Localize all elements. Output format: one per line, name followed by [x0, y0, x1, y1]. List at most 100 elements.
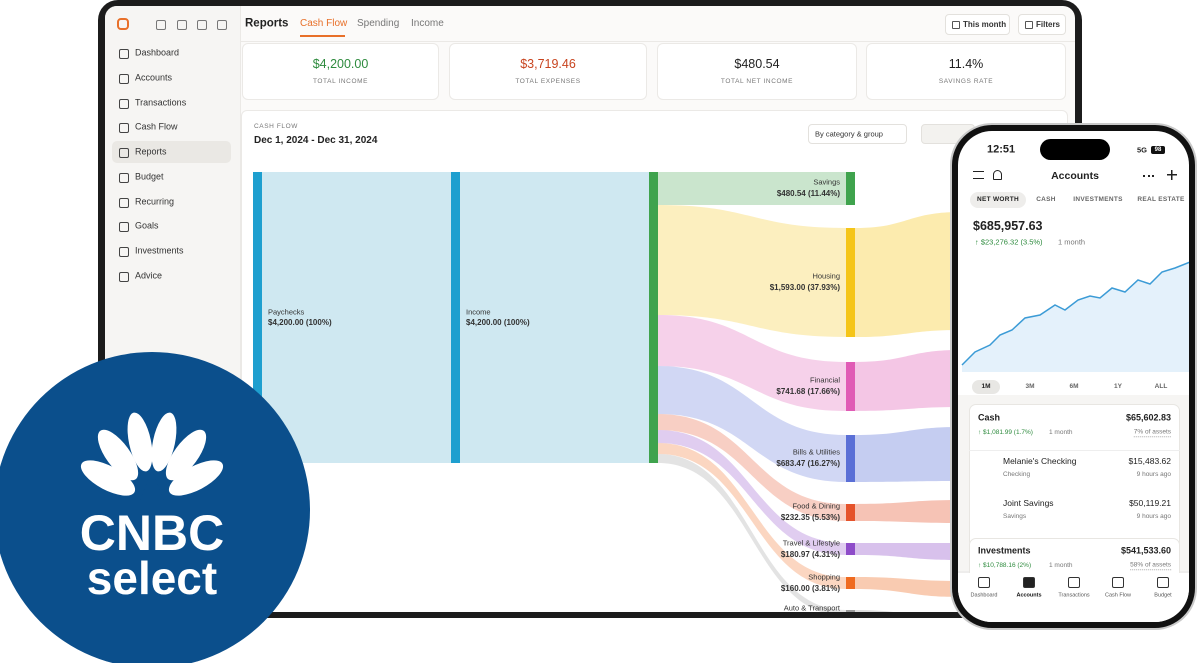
account-balance: $50,119.21 — [1129, 497, 1171, 508]
toolbar-icon[interactable] — [177, 20, 187, 30]
node — [846, 543, 855, 555]
dropdown[interactable] — [808, 124, 907, 144]
account-name[interactable]: Melanie's Checking — [1003, 455, 1077, 466]
dynamic-island — [1040, 139, 1110, 160]
tab-icon[interactable] — [1112, 577, 1124, 588]
dropdown-label[interactable]: By category & group — [815, 129, 883, 139]
phone-tab[interactable]: CASH — [1036, 195, 1056, 203]
button[interactable] — [945, 14, 1010, 35]
nav-item[interactable]: Cash Flow — [135, 121, 178, 132]
account-updated: 9 hours ago — [1136, 470, 1171, 478]
node-name: Auto & Transport — [783, 603, 840, 612]
node-name: Housing — [812, 271, 840, 281]
header-divider — [240, 41, 1075, 42]
tab-icon[interactable] — [1068, 577, 1080, 588]
group-change: ↑ $1,081.99 (1.7%) — [978, 428, 1033, 436]
net-worth-change: ↑ $23,276.32 (3.5%) — [975, 237, 1043, 247]
tab[interactable]: Income — [411, 18, 444, 29]
nav-icon — [119, 49, 129, 59]
node-name: Paychecks — [268, 307, 305, 317]
toolbar-icon[interactable] — [197, 20, 207, 30]
flow — [658, 414, 846, 521]
node-amount: $4,200.00 (100%) — [268, 318, 332, 327]
nav-icon — [119, 73, 129, 84]
tab-icon[interactable] — [1023, 577, 1035, 588]
flow — [658, 366, 846, 482]
tab-icon[interactable] — [978, 577, 990, 588]
nav-item[interactable]: Investments — [135, 245, 184, 256]
nav-icon — [119, 197, 129, 208]
more-icon[interactable] — [1143, 175, 1154, 179]
account-group-card — [969, 404, 1180, 548]
nav-item[interactable]: Advice — [135, 270, 163, 281]
add-icon[interactable] — [1167, 170, 1177, 180]
flow — [658, 315, 846, 411]
stat-label: TOTAL NET INCOME — [720, 77, 794, 85]
node-name: Savings — [813, 177, 840, 187]
tab-label[interactable]: Transactions — [1058, 592, 1090, 599]
node — [649, 172, 658, 463]
tab[interactable]: Cash Flow — [300, 18, 348, 29]
button-label[interactable]: Filters — [1036, 19, 1061, 29]
flow — [855, 212, 960, 337]
bell-icon[interactable] — [993, 170, 1002, 180]
flow — [658, 454, 846, 612]
range-button[interactable]: 3M — [1025, 382, 1035, 390]
button[interactable] — [1018, 14, 1066, 35]
node — [846, 610, 855, 612]
tab-icon[interactable] — [1157, 577, 1169, 588]
nav-item[interactable]: Dashboard — [135, 47, 180, 58]
nav-item[interactable]: Reports — [135, 146, 167, 157]
tab-bar — [958, 573, 1189, 622]
tab-underline — [300, 35, 345, 37]
laptop-screen: Reports Cash Flow Spending Income This month… — [105, 6, 1075, 612]
phone-tab[interactable]: NET WORTH — [976, 195, 1020, 203]
flow — [855, 350, 960, 411]
tab-label[interactable]: Accounts — [1016, 592, 1042, 599]
tab[interactable]: Spending — [357, 18, 400, 29]
account-balance: $15,483.62 — [1128, 455, 1171, 466]
node-name: Bills & Utilities — [792, 447, 840, 457]
stat-card — [449, 43, 647, 100]
phone-tab[interactable]: REAL ESTATE — [1137, 195, 1185, 203]
button-label[interactable]: This month — [963, 19, 1007, 29]
node-amount: $741.68 (17.66%) — [776, 386, 840, 396]
group-share: 7% of assets — [1133, 428, 1171, 437]
tab-label[interactable]: Budget — [1154, 592, 1172, 599]
range-button[interactable]: ALL — [1154, 382, 1168, 390]
screen-title: Accounts — [1051, 169, 1099, 182]
flow — [855, 577, 960, 597]
group-share: 58% of assets — [1130, 561, 1171, 570]
tab[interactable]: Reports — [245, 17, 289, 30]
range-button[interactable]: 6M — [1069, 382, 1079, 390]
range-button[interactable]: 1M — [981, 382, 991, 390]
nav-item[interactable]: Budget — [135, 171, 164, 182]
node — [846, 362, 855, 411]
flow — [658, 205, 846, 337]
group-period: 1 month — [1049, 428, 1073, 436]
flow — [855, 500, 960, 523]
node-amount: $683.47 (16.27%) — [776, 458, 840, 468]
node — [846, 228, 855, 337]
node — [451, 172, 460, 463]
phone-tab[interactable]: INVESTMENTS — [1073, 195, 1123, 203]
nav-item[interactable]: Transactions — [135, 97, 187, 107]
tab-label[interactable]: Dashboard — [970, 592, 998, 599]
nav-icon — [119, 98, 129, 109]
nav-item[interactable]: Accounts — [135, 72, 173, 83]
node-name: Financial — [809, 375, 840, 385]
toolbar-icon[interactable] — [156, 20, 166, 30]
toolbar-icon[interactable] — [217, 20, 227, 30]
node — [253, 172, 262, 463]
nav-item[interactable]: Goals — [135, 220, 159, 231]
menu-icon[interactable] — [973, 171, 984, 179]
stat-label: SAVINGS RATE — [938, 77, 994, 85]
node-amount: $4,200.00 (100%) — [466, 318, 530, 327]
node-amount: $232.35 (5.53%) — [780, 512, 840, 522]
account-name[interactable]: Joint Savings — [1003, 497, 1054, 508]
flow — [855, 427, 960, 482]
tab-label[interactable]: Cash Flow — [1105, 592, 1131, 599]
nav-item[interactable]: Recurring — [135, 196, 175, 206]
range-button[interactable]: 1Y — [1114, 382, 1122, 390]
nav-icon — [119, 172, 129, 183]
